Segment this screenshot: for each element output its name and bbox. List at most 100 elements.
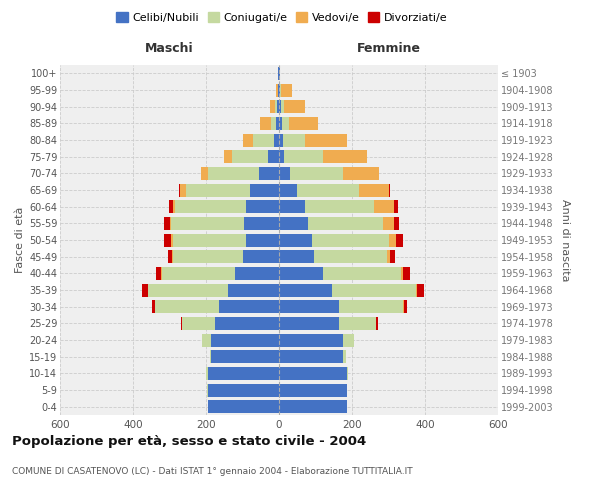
- Bar: [179, 184, 181, 196]
- Bar: [208, 367, 279, 380]
- Bar: [279, 200, 305, 213]
- Bar: [246, 200, 279, 213]
- Bar: [279, 300, 339, 313]
- Bar: [279, 250, 314, 263]
- Bar: [279, 384, 347, 396]
- Bar: [208, 167, 259, 180]
- Bar: [389, 234, 396, 246]
- Bar: [232, 150, 268, 163]
- Bar: [339, 300, 403, 313]
- Bar: [173, 250, 242, 263]
- Bar: [281, 100, 284, 113]
- Bar: [314, 250, 386, 263]
- Bar: [181, 184, 186, 196]
- Bar: [279, 317, 339, 330]
- Text: COMUNE DI CASATENOVO (LC) - Dati ISTAT 1° gennaio 2004 - Elaborazione TUTTITALIA: COMUNE DI CASATENOVO (LC) - Dati ISTAT 1…: [12, 468, 413, 476]
- Bar: [161, 267, 162, 280]
- Bar: [278, 84, 279, 96]
- Bar: [323, 150, 367, 163]
- Bar: [155, 300, 219, 313]
- Bar: [284, 100, 305, 113]
- Bar: [282, 117, 289, 130]
- Bar: [305, 200, 374, 213]
- Bar: [297, 184, 359, 196]
- Text: Femmine: Femmine: [356, 42, 421, 55]
- Bar: [279, 167, 290, 180]
- Bar: [211, 350, 279, 363]
- Bar: [281, 84, 292, 96]
- Bar: [172, 250, 173, 263]
- Bar: [277, 100, 279, 113]
- Bar: [279, 284, 332, 296]
- Bar: [279, 117, 282, 130]
- Bar: [250, 184, 279, 196]
- Bar: [224, 150, 232, 163]
- Y-axis label: Anni di nascita: Anni di nascita: [560, 198, 570, 281]
- Bar: [235, 267, 279, 280]
- Bar: [152, 300, 155, 313]
- Bar: [279, 67, 280, 80]
- Bar: [228, 284, 279, 296]
- Bar: [279, 334, 343, 346]
- Bar: [211, 334, 279, 346]
- Bar: [215, 317, 279, 330]
- Bar: [208, 400, 279, 413]
- Bar: [175, 200, 246, 213]
- Bar: [275, 100, 277, 113]
- Bar: [417, 284, 424, 296]
- Bar: [312, 234, 389, 246]
- Bar: [332, 284, 416, 296]
- Bar: [279, 350, 343, 363]
- Bar: [403, 300, 404, 313]
- Bar: [242, 250, 279, 263]
- Bar: [343, 350, 346, 363]
- Bar: [242, 134, 253, 146]
- Bar: [279, 234, 312, 246]
- Text: Popolazione per età, sesso e stato civile - 2004: Popolazione per età, sesso e stato civil…: [12, 435, 366, 448]
- Bar: [389, 250, 395, 263]
- Bar: [279, 400, 347, 413]
- Bar: [142, 284, 148, 296]
- Bar: [181, 317, 182, 330]
- Bar: [308, 217, 383, 230]
- Bar: [208, 384, 279, 396]
- Legend: Celibi/Nubili, Coniugati/e, Vedovi/e, Divorziati/e: Celibi/Nubili, Coniugati/e, Vedovi/e, Di…: [112, 8, 452, 28]
- Bar: [386, 250, 389, 263]
- Bar: [284, 150, 323, 163]
- Bar: [278, 67, 279, 80]
- Bar: [164, 234, 172, 246]
- Bar: [323, 267, 401, 280]
- Bar: [271, 117, 276, 130]
- Bar: [404, 300, 407, 313]
- Bar: [156, 267, 161, 280]
- Bar: [394, 217, 400, 230]
- Bar: [279, 150, 284, 163]
- Bar: [170, 217, 172, 230]
- Bar: [200, 167, 208, 180]
- Bar: [173, 234, 246, 246]
- Bar: [206, 367, 208, 380]
- Bar: [280, 84, 281, 96]
- Bar: [416, 284, 417, 296]
- Text: Maschi: Maschi: [145, 42, 194, 55]
- Bar: [359, 184, 389, 196]
- Bar: [283, 134, 305, 146]
- Bar: [148, 284, 228, 296]
- Bar: [347, 367, 349, 380]
- Bar: [396, 234, 403, 246]
- Bar: [276, 117, 279, 130]
- Bar: [376, 317, 377, 330]
- Bar: [207, 384, 208, 396]
- Y-axis label: Fasce di età: Fasce di età: [14, 207, 25, 273]
- Bar: [253, 134, 274, 146]
- Bar: [173, 200, 175, 213]
- Bar: [279, 184, 297, 196]
- Bar: [343, 167, 379, 180]
- Bar: [260, 117, 271, 130]
- Bar: [276, 84, 278, 96]
- Bar: [401, 267, 403, 280]
- Bar: [162, 267, 235, 280]
- Bar: [279, 134, 283, 146]
- Bar: [279, 267, 323, 280]
- Bar: [219, 300, 279, 313]
